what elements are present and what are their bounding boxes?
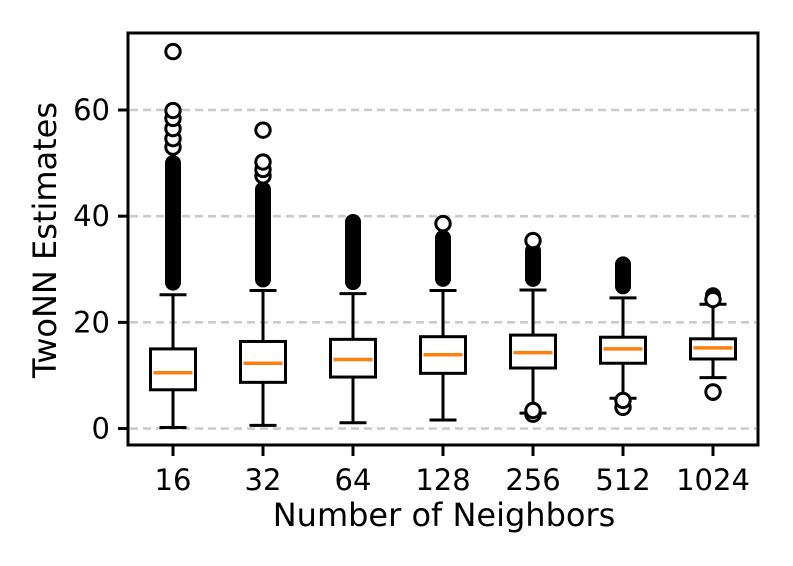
y-axis-label: TwoNN Estimates xyxy=(26,101,64,379)
y-tick-label-40: 40 xyxy=(73,199,110,233)
box-group-64 xyxy=(329,213,377,425)
outlier-point xyxy=(704,383,722,401)
x-tick-label-32: 32 xyxy=(245,463,282,497)
outlier-point xyxy=(254,153,272,171)
outlier-point xyxy=(164,101,182,120)
box-group-512 xyxy=(599,256,647,417)
outlier-point xyxy=(254,121,272,139)
x-tick-label-256: 256 xyxy=(505,463,560,497)
x-tick-label-512: 512 xyxy=(595,463,650,497)
box-group-128 xyxy=(419,214,467,422)
outlier-point xyxy=(524,231,542,250)
box-group-1024 xyxy=(689,287,737,402)
box-group-256 xyxy=(509,231,557,423)
y-axis-ticks: 0 20 40 60 xyxy=(73,93,128,446)
y-tick-label-20: 20 xyxy=(73,305,110,339)
plot-frame xyxy=(126,31,760,447)
y-tick-label-0: 0 xyxy=(92,412,110,446)
outlier-point xyxy=(164,42,182,61)
box-group-32 xyxy=(239,121,287,427)
x-tick-label-128: 128 xyxy=(415,463,470,497)
outlier-point xyxy=(614,391,632,410)
outlier-point xyxy=(524,401,542,420)
x-tick-label-64: 64 xyxy=(335,463,372,497)
outlier-point xyxy=(704,290,722,309)
outlier-point xyxy=(434,214,452,233)
x-tick-label-16: 16 xyxy=(155,463,192,497)
x-axis-ticks: 16 32 64 128 256 512 1024 xyxy=(155,445,750,497)
iqr-box xyxy=(149,347,197,392)
x-axis-label: Number of Neighbors xyxy=(272,496,616,534)
y-tick-label-60: 60 xyxy=(73,93,110,127)
box-group-16 xyxy=(149,42,197,429)
x-tick-label-1024: 1024 xyxy=(676,463,750,497)
